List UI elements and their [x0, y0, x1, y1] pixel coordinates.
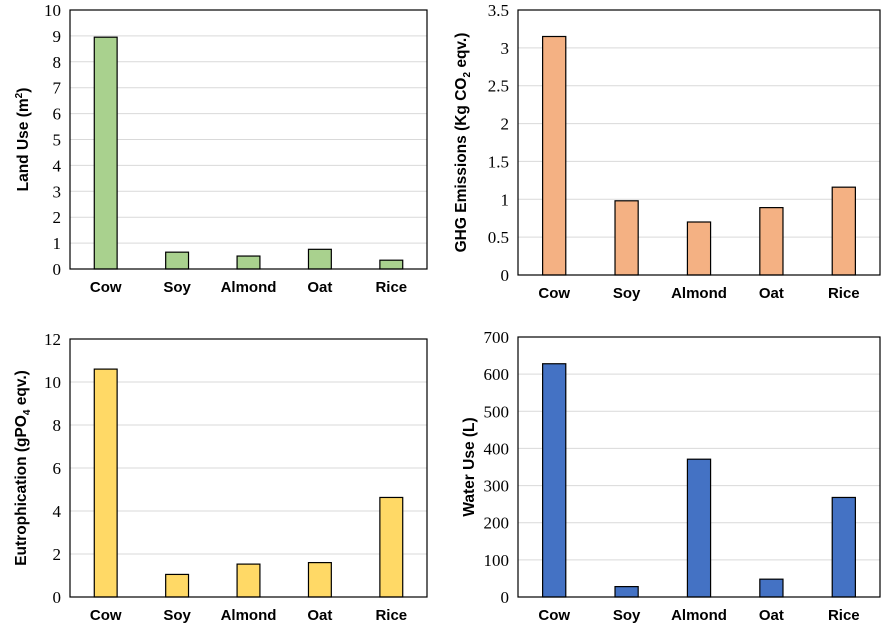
y-tick-label: 3: [53, 182, 62, 201]
x-tick-label: Soy: [163, 607, 191, 624]
y-tick-label: 12: [44, 330, 61, 349]
x-tick-label: Almond: [671, 607, 727, 624]
x-tick-label: Cow: [538, 607, 570, 624]
bar-rice: [379, 259, 404, 270]
x-tick-label: Soy: [163, 279, 191, 296]
bar-oat: [307, 561, 332, 598]
y-tick-label: 0.5: [488, 228, 509, 247]
x-tick-label: Cow: [538, 285, 570, 302]
bar-almond: [686, 221, 712, 276]
y-tick-label: 4: [53, 156, 62, 175]
y-tick-label: 9: [53, 27, 62, 46]
x-tick-label: Almond: [221, 607, 277, 624]
bar-soy: [165, 251, 190, 270]
bar-soy: [165, 573, 190, 598]
y-tick-label: 2: [501, 115, 510, 134]
y-tick-label: 1.5: [488, 152, 509, 171]
y-tick-label: 5: [53, 131, 62, 150]
plot-frame: [69, 9, 428, 270]
y-tick-label: 4: [53, 502, 62, 521]
x-tick-label: Soy: [613, 607, 641, 624]
bar-rice: [831, 496, 856, 598]
y-tick-label: 1: [53, 234, 62, 253]
y-tick-label: 1: [501, 190, 510, 209]
y-tick-label: 0: [501, 588, 510, 607]
y-tick-label: 700: [484, 328, 510, 347]
bar-cow: [542, 363, 567, 598]
x-tick-label: Cow: [90, 279, 122, 296]
bar-almond: [686, 458, 712, 598]
bar-oat: [307, 248, 332, 270]
plot-frame: [69, 338, 428, 598]
x-tick-label: Oat: [759, 285, 784, 302]
y-axis-label: GHG Emissions (Kg CO2 eqv.): [453, 33, 473, 253]
x-tick-label: Almond: [671, 285, 727, 302]
x-tick-label: Almond: [221, 279, 277, 296]
y-tick-label: 8: [53, 416, 62, 435]
y-tick-label: 8: [53, 53, 62, 72]
bar-soy: [614, 585, 639, 598]
water-use-chart: 0 100 200 300 400 500 600 700 Cow Soy Almond Oat Ric…: [461, 328, 881, 624]
y-tick-label: 3.5: [488, 1, 509, 20]
y-tick-label: 7: [53, 79, 62, 98]
x-tick-label: Rice: [828, 285, 860, 302]
y-tick-label: 2: [53, 545, 62, 564]
x-tick-label: Oat: [307, 279, 332, 296]
y-tick-label: 0: [53, 588, 62, 607]
y-tick-label: 2.5: [488, 77, 509, 96]
eutrophication-chart: 0 2 4 6 8 10 12 Cow Soy Almond Oat Rice Eutrophicati…: [13, 330, 428, 624]
y-tick-label: 0: [53, 260, 62, 279]
y-axis-label: Water Use (L): [461, 417, 478, 516]
x-tick-label: Soy: [613, 285, 641, 302]
x-tick-label: Rice: [375, 607, 407, 624]
y-tick-label: 100: [484, 551, 510, 570]
y-tick-label: 2: [53, 208, 62, 227]
y-tick-label: 500: [484, 402, 510, 421]
bar-soy: [614, 200, 639, 276]
y-axis-label: Eutrophication (gPO4 eqv.): [13, 370, 33, 566]
land-use-chart: 0 1 2 3 4 5 6 7 8 9 10 Cow Soy Almond Oat Rice Land Use …: [14, 1, 428, 296]
bar-cow: [93, 368, 118, 598]
ghg-emissions-chart: 0 0.5 1 1.5 2 2.5 3 3.5 Cow Soy Almond Oat Rice GHG E…: [453, 1, 881, 302]
bar-oat: [759, 578, 784, 598]
y-tick-label: 0: [501, 266, 510, 285]
y-tick-label: 3: [501, 39, 510, 58]
plot-frame: [517, 336, 881, 598]
x-tick-label: Rice: [828, 607, 860, 624]
bar-oat: [759, 207, 784, 276]
y-tick-label: 600: [484, 365, 510, 384]
y-tick-label: 200: [484, 514, 510, 533]
bar-almond: [236, 563, 261, 598]
y-tick-label: 6: [53, 459, 62, 478]
bar-cow: [93, 36, 118, 270]
y-tick-label: 300: [484, 477, 510, 496]
x-tick-label: Oat: [759, 607, 784, 624]
bar-rice: [379, 496, 404, 598]
y-tick-label: 400: [484, 439, 510, 458]
y-tick-label: 10: [44, 1, 61, 20]
y-axis-label: Land Use (m2): [14, 88, 32, 192]
bar-cow: [542, 35, 567, 276]
plot-frame: [517, 9, 881, 276]
y-tick-label: 10: [44, 373, 61, 392]
x-tick-label: Rice: [375, 279, 407, 296]
bar-rice: [831, 186, 856, 276]
x-tick-label: Cow: [90, 607, 122, 624]
y-tick-label: 6: [53, 105, 62, 124]
bar-almond: [236, 255, 261, 270]
x-tick-label: Oat: [307, 607, 332, 624]
